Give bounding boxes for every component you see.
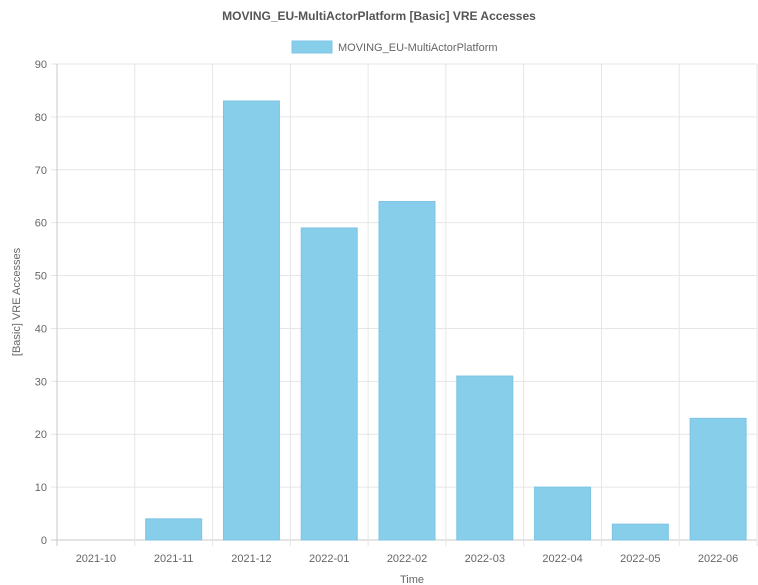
chart-title: MOVING_EU-MultiActorPlatform [Basic] VRE…	[222, 9, 536, 23]
legend[interactable]: MOVING_EU-MultiActorPlatform	[291, 40, 498, 54]
y-tick-label: 0	[41, 535, 47, 547]
bar-2021-11[interactable]	[145, 518, 203, 541]
x-tick-label: 2022-01	[309, 553, 349, 565]
y-tick-label: 40	[35, 323, 47, 335]
y-tick-label: 80	[35, 112, 47, 124]
bar-2022-04[interactable]	[534, 486, 592, 541]
x-tick-label: 2021-10	[76, 553, 116, 565]
bar-2022-01[interactable]	[300, 227, 358, 541]
y-axis-title: [Basic] VRE Accesses	[11, 247, 23, 356]
bar-2022-02[interactable]	[378, 201, 436, 541]
y-tick-label: 20	[35, 429, 47, 441]
y-tick-label: 50	[35, 271, 47, 283]
y-tick-label: 60	[35, 218, 47, 230]
x-tick-label: 2022-02	[387, 553, 427, 565]
x-tick-label: 2022-06	[698, 553, 738, 565]
bar-2021-12[interactable]	[222, 100, 280, 541]
bar-2022-05[interactable]	[611, 523, 669, 541]
y-tick-label: 90	[35, 59, 47, 71]
y-tick-label: 30	[35, 376, 47, 388]
legend-swatch[interactable]	[291, 40, 333, 54]
x-tick-label: 2022-04	[542, 553, 582, 565]
bar-2022-03[interactable]	[456, 375, 514, 541]
x-axis-title: Time	[400, 574, 424, 585]
y-tick-label: 70	[35, 165, 47, 177]
x-tick-label: 2022-03	[465, 553, 505, 565]
x-tick-label: 2021-11	[154, 553, 194, 565]
y-tick-label: 10	[35, 482, 47, 494]
legend-label[interactable]: MOVING_EU-MultiActorPlatform	[338, 42, 498, 54]
axes: 0 10 20 30 40 50 60 70 80 90 2021-10 2021-11 2021-12…	[35, 59, 739, 565]
x-tick-label: 2022-05	[620, 553, 660, 565]
x-tick-label: 2021-12	[231, 553, 271, 565]
bar-series	[145, 100, 747, 541]
bar-2022-06[interactable]	[689, 417, 747, 541]
